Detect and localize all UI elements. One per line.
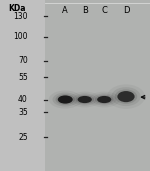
Ellipse shape [52, 93, 78, 107]
Ellipse shape [49, 90, 82, 109]
Ellipse shape [78, 96, 92, 103]
Text: 130: 130 [13, 12, 28, 21]
Ellipse shape [75, 95, 94, 104]
Bar [45, 0, 150, 171]
Text: 55: 55 [18, 73, 28, 82]
Text: 70: 70 [18, 56, 28, 65]
Text: 25: 25 [18, 133, 28, 142]
Text: D: D [123, 6, 129, 16]
Ellipse shape [117, 91, 135, 102]
Ellipse shape [95, 95, 114, 104]
Ellipse shape [111, 87, 141, 106]
Ellipse shape [88, 92, 120, 107]
Text: B: B [82, 6, 88, 16]
Text: KDa: KDa [8, 4, 26, 13]
Text: A: A [62, 6, 68, 16]
Text: C: C [101, 6, 107, 16]
Ellipse shape [97, 96, 111, 103]
Ellipse shape [73, 93, 97, 106]
Text: 35: 35 [18, 108, 28, 116]
Ellipse shape [56, 94, 75, 105]
Ellipse shape [58, 95, 73, 104]
Text: 100: 100 [13, 32, 28, 41]
Ellipse shape [115, 89, 137, 104]
Text: 40: 40 [18, 95, 28, 104]
Ellipse shape [92, 93, 116, 106]
Ellipse shape [69, 92, 100, 107]
